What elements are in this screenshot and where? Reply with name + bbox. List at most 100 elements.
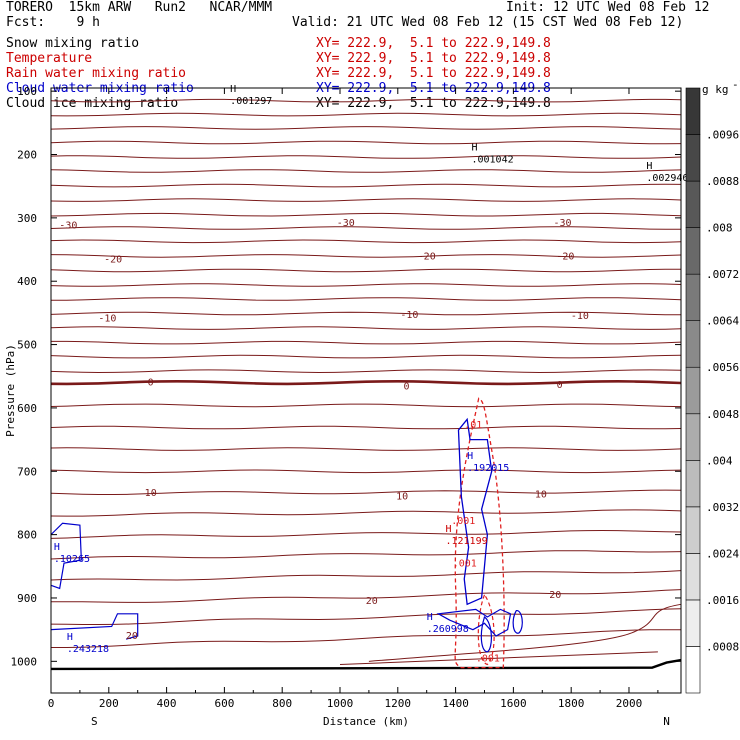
- temperature-label: -20: [418, 252, 436, 263]
- temperature-label: 0: [403, 381, 409, 392]
- x-tick-label: 200: [99, 697, 119, 710]
- y-axis-label: Pressure (hPa): [4, 344, 17, 437]
- x-axis-label: Distance (km): [323, 715, 409, 728]
- isotherm-line: [50, 112, 682, 117]
- isotherm-line: [50, 489, 682, 495]
- plot-frame: [50, 87, 682, 694]
- colorbar-level-label: .0072: [706, 268, 739, 281]
- legend-temperature-name: Temperature: [6, 51, 93, 66]
- colorbar-bin: [685, 273, 701, 321]
- colorbar-bin: [685, 87, 701, 135]
- x-tick-label: 1400: [442, 697, 469, 710]
- isotherm-line: [51, 629, 682, 648]
- terrain-surface: [50, 658, 682, 671]
- legend-rain-xy: XY= 222.9, 5.1 to 222.9,149.8: [316, 66, 551, 81]
- extremum-value-label: .260998: [427, 624, 469, 635]
- colorbar-bin: [685, 227, 701, 275]
- colorbar-bin: [685, 413, 701, 461]
- rain-contour: [477, 593, 495, 666]
- extremum-value-label: .10265: [54, 554, 90, 565]
- isotherm-line: [50, 283, 682, 287]
- y-tick-label: 300: [17, 212, 37, 225]
- isotherm-line: [50, 212, 682, 217]
- init-time: Init: 12 UTC Wed 08 Feb 12: [506, 0, 710, 15]
- colorbar-level-label: .0096: [706, 129, 739, 142]
- isotherm-line: [50, 369, 682, 374]
- y-tick-label: 800: [17, 529, 37, 542]
- colorbar-level-label: .0064: [706, 315, 739, 328]
- x-tick-label: 800: [272, 697, 292, 710]
- colorbar-units: g kg: [702, 83, 729, 96]
- cloudwater-contour: [480, 615, 492, 653]
- temperature-label: 10: [145, 488, 157, 499]
- isotherm-line: [50, 169, 682, 173]
- north-end-label: N: [663, 715, 670, 728]
- colorbar-level-label: .0048: [706, 408, 739, 421]
- rain-value-label: .001: [453, 558, 477, 569]
- legend-temperature-xy: XY= 222.9, 5.1 to 222.9,149.8: [316, 51, 551, 66]
- colorbar-bin: [685, 599, 701, 647]
- isotherm-line: [51, 340, 682, 345]
- isotherm-line: [50, 529, 682, 539]
- cloudwater-contour: [436, 608, 512, 637]
- temperature-label: 10: [396, 492, 408, 503]
- colorbar-level-label: .004: [706, 454, 733, 467]
- south-end-label: S: [91, 715, 98, 728]
- legend-rain-name: Rain water mixing ratio: [6, 66, 187, 81]
- isotherm-line: [50, 379, 682, 386]
- x-tick-label: 1000: [327, 697, 354, 710]
- forecast-hour: Fcst: 9 h: [6, 15, 100, 30]
- extremum-value-label: .243218: [67, 644, 109, 655]
- temperature-label: -10: [571, 311, 589, 322]
- isotherm-line: [50, 239, 682, 244]
- legend-cloudice-name: Cloud ice mixing ratio: [6, 96, 179, 111]
- colorbar-bin: [685, 506, 701, 554]
- y-tick-label: 600: [17, 402, 37, 415]
- isotherm-line: [50, 98, 682, 103]
- valid-time: Valid: 21 UTC Wed 08 Feb 12 (15 CST Wed …: [292, 15, 684, 30]
- colorbar-level-label: .0016: [706, 594, 739, 607]
- temperature-label: 20: [549, 590, 561, 601]
- temperature-label: 0: [148, 378, 154, 389]
- isotherm-line: [50, 570, 682, 581]
- extremum-value-label: .121199: [445, 536, 487, 547]
- x-tick-label: 0: [48, 697, 55, 710]
- extremum-h-label: H: [445, 524, 451, 535]
- y-tick-label: 500: [17, 339, 37, 352]
- colorbar-level-label: .0024: [706, 547, 739, 560]
- extremum-h-label: H: [230, 84, 236, 95]
- colorbar-bin: [685, 366, 701, 415]
- isotherm-line: [50, 226, 682, 230]
- temperature-label: -30: [59, 220, 77, 231]
- colorbar-level-label: .0056: [706, 361, 739, 374]
- cloudwater-contour: [50, 613, 139, 640]
- colorbar-units-exponent: -1: [732, 78, 740, 91]
- isotherm-line: [368, 603, 682, 662]
- colorbar-level-label: .0088: [706, 175, 739, 188]
- isotherm-line: [50, 254, 682, 258]
- isotherm-line: [50, 425, 682, 430]
- y-tick-label: 200: [17, 149, 37, 162]
- y-tick-label: 1000: [11, 655, 38, 668]
- temperature-label: -20: [556, 252, 574, 263]
- extremum-h-label: H: [467, 451, 473, 462]
- isotherm-line: [51, 297, 682, 301]
- isotherm-line: [50, 198, 682, 202]
- temperature-label: -30: [337, 218, 355, 229]
- y-tick-label: 400: [17, 275, 37, 288]
- isotherm-line: [50, 447, 682, 451]
- extremum-h-label: H: [427, 612, 433, 623]
- isotherm-line: [50, 589, 682, 603]
- isotherm-line: [50, 155, 682, 159]
- extremum-value-label: .192015: [467, 463, 509, 474]
- rain-value-label: .001: [476, 653, 500, 664]
- extremum-value-label: .001042: [471, 155, 513, 166]
- extremum-value-label: .002946: [646, 173, 688, 184]
- rain-value-label: .001: [451, 516, 475, 527]
- rain-value-label: .01: [464, 420, 482, 431]
- cloudwater-contour: [50, 522, 82, 590]
- isotherm-line: [50, 403, 682, 408]
- cloudwater-contour: [457, 417, 493, 606]
- isotherm-line: [50, 183, 682, 188]
